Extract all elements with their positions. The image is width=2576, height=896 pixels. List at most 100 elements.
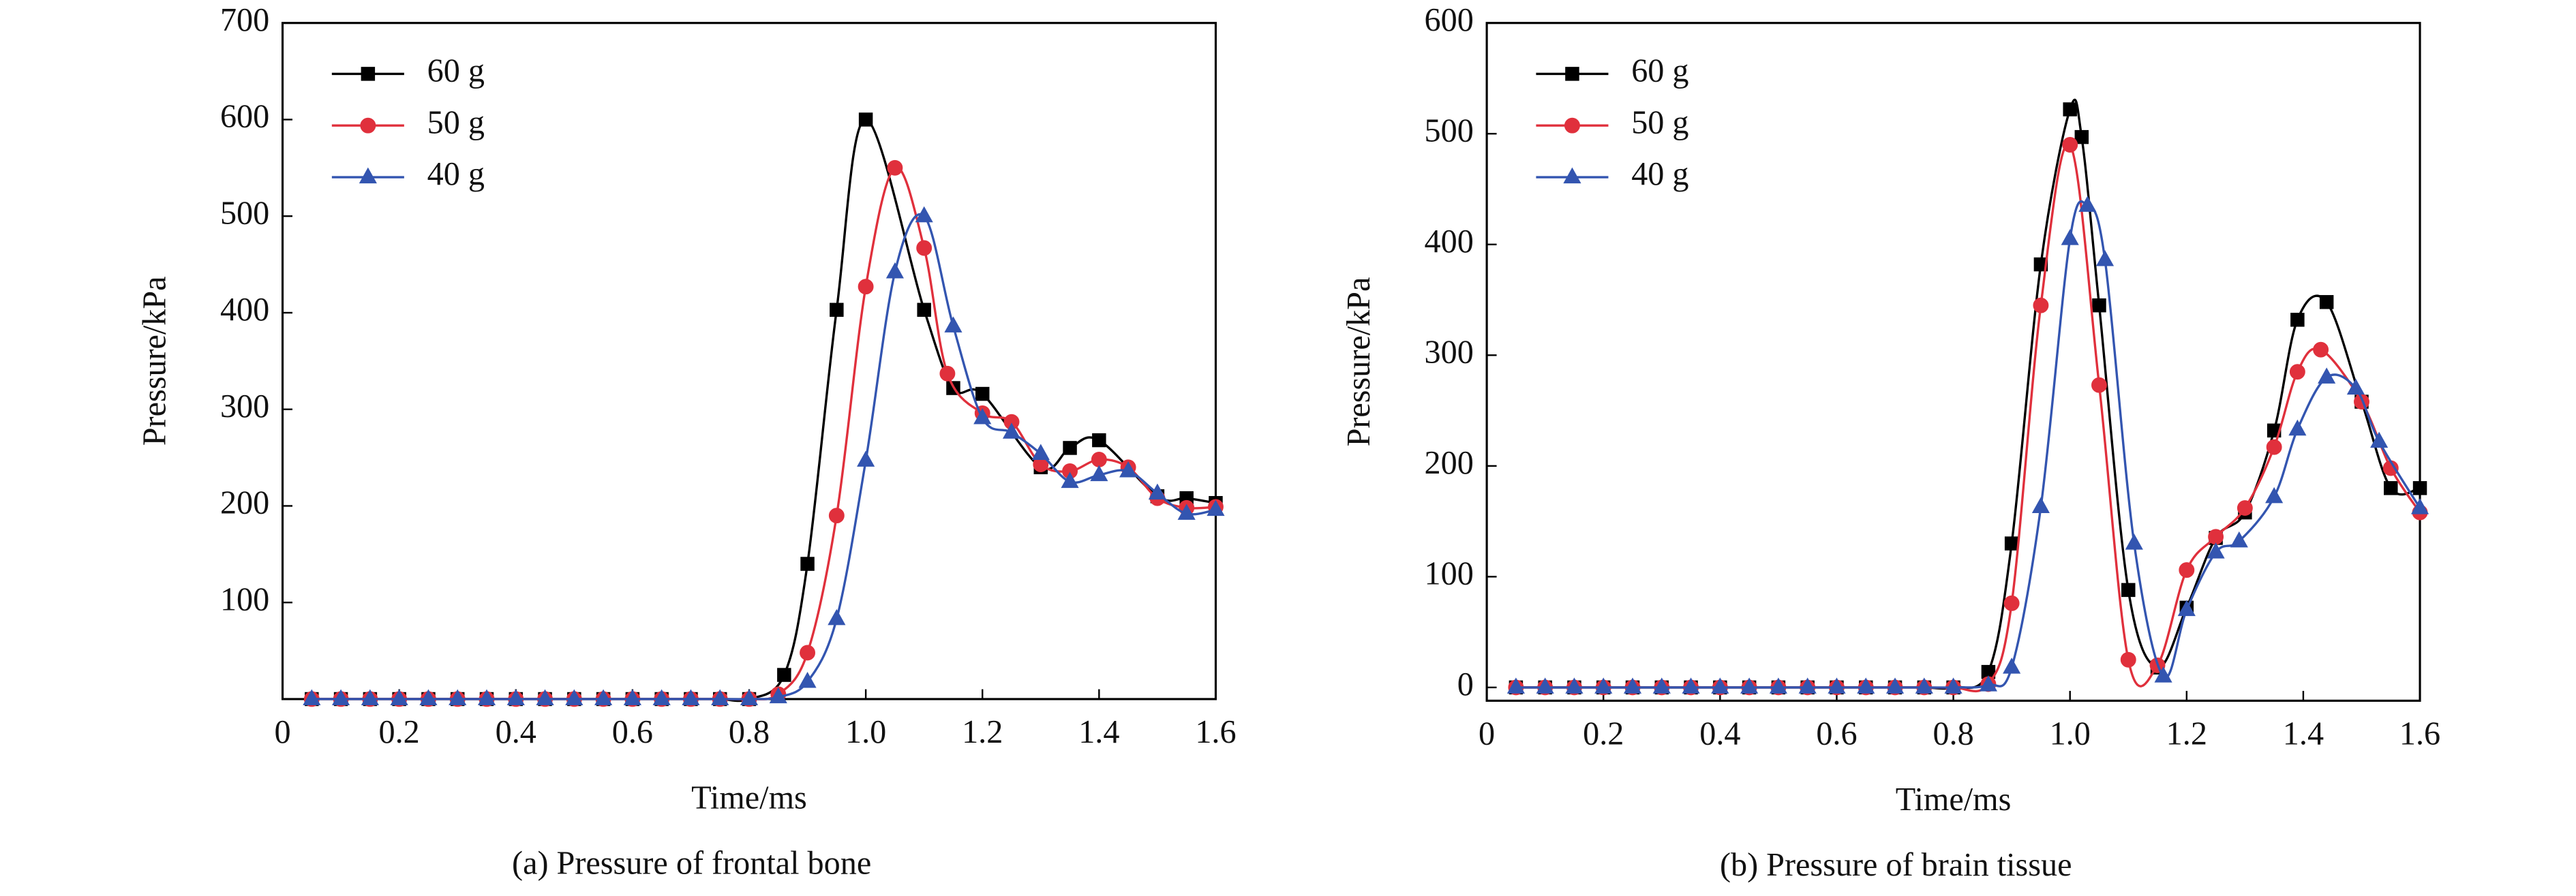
- marker: [1915, 677, 1933, 694]
- marker: [303, 689, 321, 706]
- marker: [2092, 298, 2106, 313]
- marker: [1063, 441, 1077, 455]
- legend-marker: [361, 67, 376, 81]
- legend-label: 50 g: [1631, 104, 1688, 140]
- series-line: [312, 118, 1216, 702]
- marker: [1652, 677, 1671, 694]
- marker: [885, 262, 904, 279]
- y-tick-label: 300: [220, 388, 269, 424]
- marker: [1711, 677, 1729, 694]
- x-tick-label: 0.6: [612, 714, 653, 750]
- marker: [2370, 431, 2389, 448]
- series-line: [1515, 200, 2421, 689]
- series-line: [312, 166, 1216, 701]
- x-tick-label: 1.4: [2283, 715, 2324, 752]
- marker: [506, 689, 525, 706]
- marker: [887, 159, 903, 176]
- marker: [2313, 341, 2329, 358]
- x-tick-label: 0.8: [729, 714, 770, 750]
- marker: [975, 386, 990, 401]
- marker: [2095, 250, 2115, 266]
- marker: [1207, 499, 1225, 516]
- marker: [2410, 498, 2429, 514]
- legend-marker: [359, 167, 377, 184]
- marker: [777, 668, 791, 682]
- marker: [1623, 677, 1642, 694]
- marker: [1944, 677, 1963, 694]
- y-axis-label: Pressure/kPa: [1341, 277, 1377, 447]
- legend-label: 40 g: [427, 156, 485, 192]
- marker: [2004, 536, 2019, 551]
- marker: [1828, 677, 1846, 694]
- x-axis-label: Time/ms: [1896, 782, 2012, 818]
- legend-marker: [1563, 167, 1581, 184]
- marker: [857, 450, 875, 467]
- marker: [800, 645, 816, 661]
- marker: [2319, 295, 2334, 309]
- marker: [652, 689, 671, 706]
- marker: [1091, 452, 1107, 467]
- marker: [2033, 297, 2049, 313]
- marker: [916, 240, 933, 256]
- marker: [1565, 677, 1584, 694]
- marker: [973, 408, 992, 424]
- marker: [2177, 600, 2196, 617]
- marker: [2061, 229, 2079, 245]
- y-tick-label: 0: [1457, 666, 1474, 702]
- marker: [2265, 486, 2284, 504]
- x-tick-label: 1.0: [845, 714, 886, 750]
- marker: [2121, 583, 2136, 598]
- marker: [2003, 658, 2021, 674]
- marker: [1177, 504, 1196, 520]
- marker: [390, 689, 408, 706]
- marker: [2266, 439, 2282, 455]
- x-tick-label: 0.2: [379, 714, 420, 750]
- x-tick-label: 0.8: [1933, 715, 1973, 752]
- marker: [594, 689, 613, 706]
- marker: [1119, 461, 1138, 478]
- marker: [1002, 422, 1021, 439]
- y-axis-label: Pressure/kPa: [136, 276, 172, 446]
- legend-label: 60 g: [427, 52, 485, 89]
- y-tick-label: 600: [1425, 2, 1474, 38]
- marker: [2003, 595, 2020, 611]
- marker: [419, 689, 438, 706]
- marker: [830, 303, 844, 317]
- y-tick-label: 700: [220, 2, 269, 38]
- legend-marker: [360, 117, 376, 134]
- x-tick-label: 1.4: [1078, 714, 1119, 750]
- marker: [917, 303, 931, 317]
- marker: [1740, 677, 1759, 694]
- x-tick-label: 1.0: [2050, 715, 2091, 752]
- marker: [1536, 677, 1554, 694]
- x-tick-label: 1.6: [1195, 714, 1236, 750]
- marker: [1506, 677, 1525, 694]
- marker: [2346, 378, 2365, 395]
- marker: [2063, 102, 2077, 117]
- x-tick-label: 1.2: [2166, 715, 2207, 752]
- y-tick-label: 100: [1425, 555, 1474, 591]
- marker: [828, 508, 845, 524]
- marker: [2230, 531, 2248, 548]
- marker: [2120, 651, 2136, 668]
- y-tick-label: 500: [220, 195, 269, 231]
- marker: [1857, 677, 1875, 694]
- marker: [536, 689, 554, 706]
- x-tick-label: 0: [1479, 715, 1495, 752]
- marker: [477, 689, 496, 706]
- y-tick-label: 400: [1425, 223, 1474, 260]
- marker: [1594, 677, 1613, 694]
- marker: [1979, 675, 1997, 692]
- legend-label: 40 g: [1631, 156, 1688, 192]
- marker: [915, 206, 933, 223]
- marker: [1092, 433, 1106, 448]
- marker: [828, 608, 846, 625]
- marker: [1061, 472, 1079, 489]
- marker: [2412, 481, 2427, 495]
- series-line: [312, 213, 1216, 700]
- marker: [1031, 444, 1050, 460]
- legend-label: 50 g: [427, 104, 485, 140]
- x-tick-label: 1.2: [962, 714, 1003, 750]
- marker: [565, 689, 584, 706]
- marker: [2154, 666, 2172, 683]
